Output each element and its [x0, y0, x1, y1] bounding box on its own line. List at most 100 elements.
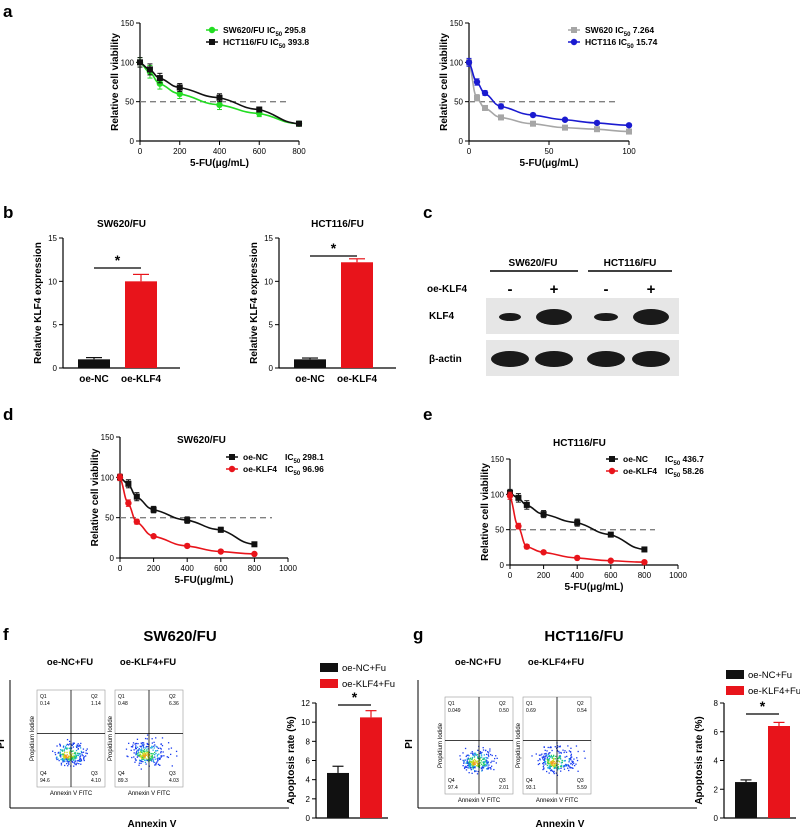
event-dot	[469, 763, 472, 765]
fit-curve	[468, 62, 630, 133]
event-dot	[66, 759, 69, 761]
event-dot	[146, 742, 148, 745]
legend-swatch	[320, 663, 338, 672]
event-dot	[59, 753, 61, 755]
y-tick-label: 0	[110, 554, 115, 563]
y-tick-label: 150	[121, 19, 135, 28]
panel-label-g: g	[413, 625, 423, 644]
event-dot	[161, 755, 163, 757]
event-dot	[550, 746, 552, 748]
event-dot	[468, 772, 470, 774]
event-dot	[71, 755, 74, 758]
event-dot	[170, 747, 173, 749]
event-dot	[77, 760, 80, 762]
event-dot	[65, 754, 67, 757]
legend-text-part: 58.26	[680, 466, 704, 476]
inner-x-label: Annexin V FITC	[50, 791, 93, 797]
event-dot	[134, 761, 136, 763]
event-dot	[571, 756, 573, 758]
bar-oe-NC+Fu	[735, 782, 757, 818]
event-dot	[146, 734, 149, 736]
event-dot	[76, 760, 79, 762]
data-point	[217, 548, 224, 555]
event-dot	[159, 757, 161, 759]
event-dot	[150, 760, 153, 762]
event-dot	[547, 761, 549, 763]
legend-swatch	[320, 679, 338, 688]
event-dot	[62, 745, 65, 747]
event-dot	[564, 765, 566, 767]
event-dot	[486, 759, 488, 762]
event-dot	[133, 756, 135, 758]
event-dot	[573, 764, 576, 767]
event-dot	[488, 764, 490, 766]
event-dot	[67, 760, 70, 762]
event-dot	[476, 754, 479, 756]
event-dot	[150, 758, 152, 760]
event-dot	[143, 742, 145, 744]
event-dot	[67, 744, 70, 746]
event-dot	[481, 751, 483, 754]
event-dot	[133, 752, 135, 754]
data-point	[515, 494, 522, 501]
event-dot	[549, 752, 551, 754]
event-dot	[553, 772, 555, 775]
event-dot	[552, 764, 554, 767]
event-dot	[64, 746, 67, 748]
y-tick-label: 50	[125, 98, 134, 107]
x-tick-label: 50	[545, 147, 554, 156]
event-dot	[465, 762, 467, 764]
data-point	[256, 106, 263, 113]
event-dot	[60, 754, 62, 756]
event-dot	[130, 746, 133, 748]
event-dot	[470, 761, 473, 763]
event-dot	[144, 757, 146, 759]
event-dot	[158, 764, 161, 766]
event-dot	[167, 756, 170, 759]
panel-label-d: d	[3, 405, 13, 424]
significance-star: *	[352, 689, 358, 705]
event-dot	[569, 751, 572, 753]
legend-marker	[228, 465, 236, 473]
event-dot	[67, 756, 69, 759]
event-dot	[141, 759, 143, 761]
event-dot	[68, 740, 71, 743]
event-dot	[558, 760, 560, 763]
event-dot	[472, 753, 474, 756]
event-dot	[542, 765, 545, 768]
event-dot	[162, 751, 164, 753]
event-dot	[547, 767, 549, 769]
quadrant-value: 89.3	[118, 778, 128, 784]
x-axis-label: 5-FU(μg/mL)	[175, 575, 234, 586]
event-dot	[69, 753, 71, 756]
event-dot	[563, 751, 565, 754]
western-blot: SW620/FU HCT116/FU oe-KLF4 - + - + KLF4 β-actin	[427, 258, 679, 376]
event-dot	[159, 747, 161, 749]
event-dot	[486, 762, 488, 764]
event-dot	[64, 764, 66, 767]
flow-condition-label: oe-NC+FU	[455, 657, 501, 668]
event-dot	[561, 764, 563, 767]
event-dot	[151, 752, 153, 755]
flow-title: SW620/FU	[143, 628, 216, 645]
event-dot	[571, 767, 573, 769]
quadrant-name: Q2	[91, 694, 98, 700]
fit-curve	[119, 476, 255, 546]
event-dot	[144, 754, 147, 756]
quadrant-name: Q3	[499, 778, 506, 784]
event-dot	[546, 750, 548, 752]
event-dot	[558, 768, 560, 770]
x-tick-label: 400	[181, 564, 195, 573]
event-dot	[142, 750, 145, 753]
event-dot	[137, 755, 139, 757]
quadrant-name: Q3	[577, 778, 584, 784]
event-dot	[144, 753, 146, 755]
data-point	[251, 550, 258, 558]
event-dot	[146, 752, 149, 754]
event-dot	[484, 765, 486, 768]
legend-text-part: 96.96	[300, 464, 324, 474]
event-dot	[474, 765, 476, 767]
blot-group-label: HCT116/FU	[604, 258, 657, 269]
